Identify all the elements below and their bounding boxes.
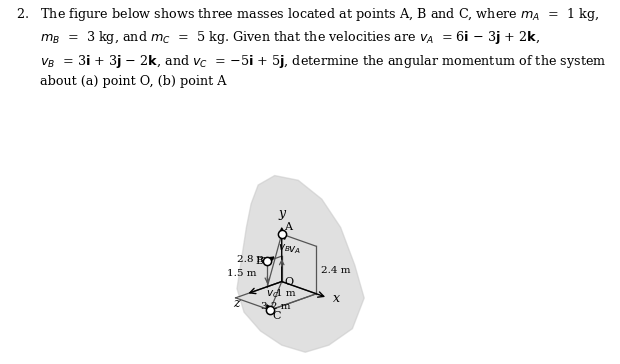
Text: 1.5 m: 1.5 m	[227, 269, 257, 278]
Text: 3.2 m: 3.2 m	[261, 302, 291, 311]
Text: y: y	[278, 207, 285, 220]
Text: 2.   The figure below shows three masses located at points A, B and C, where $m_: 2. The figure below shows three masses l…	[16, 6, 606, 88]
Polygon shape	[237, 175, 364, 352]
Text: C: C	[273, 311, 281, 321]
Text: 1 m: 1 m	[276, 289, 295, 298]
Text: 2.4 m: 2.4 m	[321, 265, 350, 274]
Text: $v_C$: $v_C$	[266, 288, 279, 300]
Point	[265, 307, 275, 313]
Point	[277, 231, 286, 237]
Text: z: z	[233, 297, 240, 310]
Point	[262, 258, 272, 264]
Text: A: A	[283, 222, 291, 232]
Text: $v_B$: $v_B$	[278, 242, 291, 254]
Text: x: x	[333, 292, 340, 305]
Text: 2.8 m: 2.8 m	[237, 255, 266, 264]
Text: B: B	[255, 256, 263, 266]
Text: $v_A$: $v_A$	[288, 244, 301, 256]
Text: O: O	[284, 277, 293, 286]
